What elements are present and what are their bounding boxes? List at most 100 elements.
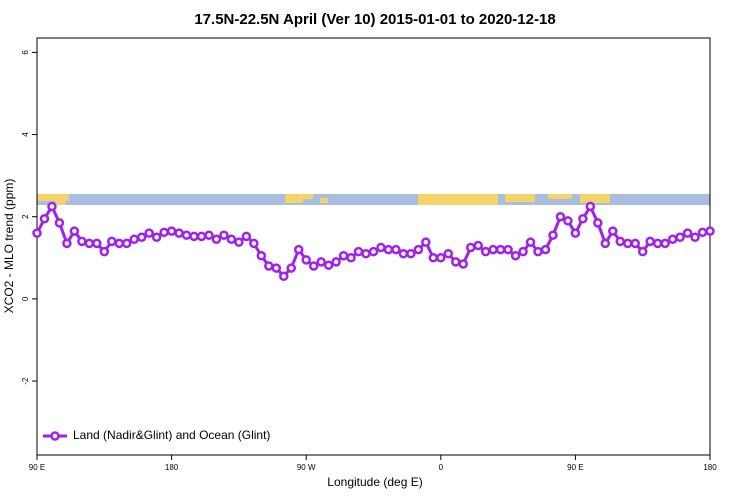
x-tick-label: 180 — [703, 463, 717, 472]
point — [286, 263, 296, 273]
y-axis-label: XCO2 - MLO trend (ppm) — [2, 179, 16, 314]
point — [383, 244, 394, 255]
legend-marker — [50, 431, 60, 441]
x-tick-label: 180 — [165, 463, 179, 472]
point — [136, 232, 147, 243]
point — [264, 261, 274, 271]
point — [436, 253, 446, 263]
point — [465, 242, 476, 253]
point — [256, 250, 267, 261]
point — [323, 260, 334, 270]
point — [204, 230, 214, 240]
y-tick-label: 0 — [21, 296, 30, 301]
point — [495, 244, 506, 255]
point — [279, 271, 289, 282]
point — [645, 236, 655, 247]
point — [413, 244, 424, 255]
point — [600, 238, 611, 249]
point — [615, 236, 626, 247]
point — [107, 236, 117, 247]
point — [346, 253, 356, 263]
point — [697, 227, 708, 238]
point — [99, 246, 110, 257]
point — [271, 263, 282, 273]
point — [226, 234, 237, 245]
point — [39, 214, 50, 224]
point — [391, 244, 401, 255]
point — [705, 226, 715, 236]
point — [47, 201, 57, 212]
point — [675, 232, 685, 243]
point — [69, 226, 80, 236]
point — [548, 230, 558, 240]
point — [406, 248, 416, 259]
x-axis-label: Longitude (deg E) — [327, 475, 422, 489]
point — [316, 257, 326, 267]
point — [555, 211, 566, 222]
x-tick-label: 90 E — [567, 463, 583, 472]
point — [421, 237, 431, 247]
point — [361, 248, 371, 259]
point — [660, 238, 670, 249]
point — [114, 238, 125, 249]
point — [585, 201, 596, 212]
point — [234, 237, 244, 247]
point — [540, 244, 551, 255]
point — [92, 238, 102, 249]
point — [473, 240, 483, 251]
point — [563, 216, 573, 226]
point — [331, 257, 341, 267]
point — [32, 228, 42, 238]
point — [174, 228, 184, 238]
point — [510, 250, 521, 261]
point — [151, 232, 162, 243]
point — [54, 218, 65, 228]
point — [570, 228, 581, 238]
point — [503, 244, 513, 255]
y-tick-label: 2 — [21, 214, 30, 219]
y-tick-label: -2 — [21, 377, 30, 385]
point — [353, 246, 364, 257]
point — [196, 231, 207, 242]
point — [308, 261, 319, 271]
y-tick-label: 6 — [21, 50, 30, 55]
point — [518, 246, 528, 257]
point — [690, 232, 700, 243]
point — [293, 244, 304, 255]
map-strip — [37, 194, 710, 205]
plot-frame — [36, 37, 711, 456]
point — [166, 226, 177, 236]
legend-label: Land (Nadir&Glint) and Ocean (Glint) — [73, 428, 270, 442]
y-tick-label: 4 — [21, 132, 30, 137]
point — [129, 234, 139, 245]
point — [368, 246, 379, 257]
point — [533, 246, 543, 257]
point — [451, 257, 461, 267]
point — [443, 248, 454, 259]
point — [637, 246, 648, 257]
point — [682, 228, 693, 238]
point — [301, 255, 311, 265]
x-tick-label: 0 — [439, 463, 444, 472]
point — [458, 259, 468, 269]
point — [398, 248, 409, 259]
point — [488, 244, 498, 255]
point — [219, 230, 229, 240]
point — [241, 231, 252, 242]
point — [525, 237, 536, 247]
point — [159, 227, 169, 238]
point — [630, 238, 640, 249]
point — [578, 214, 588, 224]
x-tick-label: 90 E — [29, 463, 45, 472]
point — [376, 242, 386, 253]
point — [121, 238, 132, 249]
point — [593, 218, 603, 228]
point — [144, 228, 154, 238]
point — [181, 230, 192, 240]
point — [84, 238, 95, 249]
point — [211, 234, 222, 245]
point — [249, 238, 259, 249]
point — [189, 231, 199, 242]
point — [652, 238, 663, 249]
